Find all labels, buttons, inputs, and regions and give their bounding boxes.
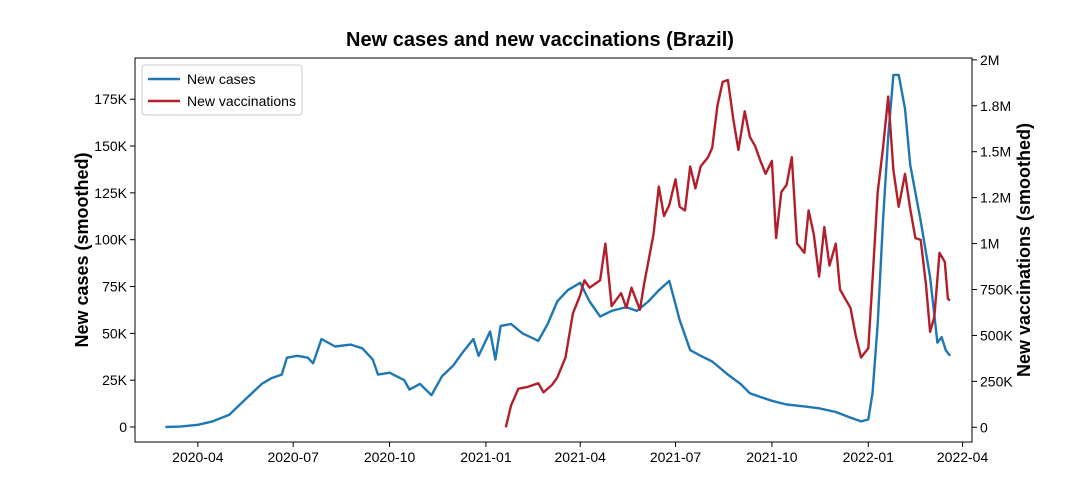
- y-left-tick-label: 125K: [94, 185, 127, 201]
- plot-frame-border: [134, 57, 973, 443]
- legend-label-new-vaccinations: New vaccinations: [187, 93, 296, 109]
- x-tick-label: 2021-04: [555, 449, 607, 465]
- y-left-tick-label: 25K: [102, 372, 128, 388]
- x-tick-label: 2020-04: [172, 449, 224, 465]
- y-right-tick-label: 1M: [980, 236, 999, 252]
- y-left-tick-label: 50K: [102, 325, 128, 341]
- y-right-tick-label: 750K: [980, 282, 1013, 298]
- x-tick-label: 2022-04: [937, 449, 989, 465]
- x-axis-ticks: 2020-04 2020-07 2020-10 2021-01 2021-04 2021-…: [172, 442, 988, 465]
- x-tick-label: 2022-01: [843, 449, 895, 465]
- y-left-tick-label: 75K: [102, 279, 128, 295]
- x-tick-label: 2021-07: [650, 449, 702, 465]
- y-right-tick-label: 1.2M: [980, 190, 1011, 206]
- y-left-axis-label: New cases (smoothed): [72, 152, 92, 347]
- x-tick-label: 2020-07: [267, 449, 319, 465]
- y-right-tick-label: 500K: [980, 327, 1013, 343]
- x-tick-label: 2020-10: [364, 449, 416, 465]
- series-line-new-cases: [165, 73, 951, 429]
- series-layer: [165, 73, 951, 429]
- y-left-tick-label: 0: [119, 419, 127, 435]
- y-right-tick-label: 0: [980, 419, 988, 435]
- y-right-axis-label: New vaccinations (smoothed): [1014, 123, 1034, 377]
- y-right-tick-label: 250K: [980, 373, 1013, 389]
- legend: New cases New vaccinations: [141, 64, 303, 116]
- y-right-axis-ticks: 0 250K 500K 750K 1M 1.2M 1.5M 1.8M 2M: [972, 52, 1013, 435]
- legend-label-new-cases: New cases: [187, 71, 255, 87]
- x-tick-label: 2021-10: [746, 449, 798, 465]
- y-right-tick-label: 1.8M: [980, 98, 1011, 114]
- plot-area: [134, 57, 973, 443]
- chart-title: New cases and new vaccinations (Brazil): [346, 29, 734, 51]
- legend-box: [141, 64, 303, 116]
- y-left-tick-label: 150K: [94, 138, 127, 154]
- y-right-tick-label: 2M: [980, 52, 999, 68]
- series-line-new-vaccinations: [504, 78, 951, 428]
- y-left-axis-ticks: 0 25K 50K 75K 100K 125K 150K 175K: [94, 91, 135, 435]
- y-left-tick-label: 175K: [94, 91, 127, 107]
- y-left-tick-label: 100K: [94, 232, 127, 248]
- y-right-tick-label: 1.5M: [980, 144, 1011, 160]
- x-tick-label: 2021-01: [460, 449, 512, 465]
